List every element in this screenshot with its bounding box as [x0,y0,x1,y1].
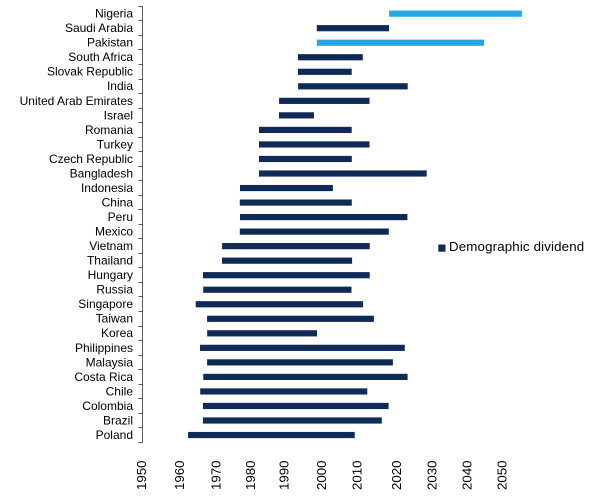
svg-text:Nigeria: Nigeria [95,7,133,21]
svg-text:Philippines: Philippines [75,341,133,355]
svg-text:2000: 2000 [314,460,329,490]
svg-text:Colombia: Colombia [82,399,133,413]
svg-text:Korea: Korea [101,326,133,340]
svg-text:Costa Rica: Costa Rica [74,370,133,384]
svg-text:Brazil: Brazil [103,413,133,427]
svg-text:Israel: Israel [104,108,133,122]
svg-text:2010: 2010 [349,460,364,490]
svg-text:2040: 2040 [459,460,474,490]
svg-text:Demographic dividend: Demographic dividend [449,239,584,254]
svg-text:Taiwan: Taiwan [96,312,133,326]
svg-text:Chile: Chile [106,384,134,398]
svg-text:Mexico: Mexico [95,225,133,239]
svg-text:1960: 1960 [172,460,187,490]
svg-text:Malaysia: Malaysia [86,355,134,369]
svg-text:China: China [102,195,134,209]
svg-text:India: India [107,79,133,93]
svg-text:Poland: Poland [96,428,133,442]
svg-text:1980: 1980 [243,460,258,490]
svg-text:Romania: Romania [85,123,133,137]
svg-text:Turkey: Turkey [97,137,133,151]
svg-text:United Arab Emirates: United Arab Emirates [20,94,133,108]
svg-text:Slovak Republic: Slovak Republic [47,65,133,79]
svg-text:Vietnam: Vietnam [89,239,133,253]
svg-text:2020: 2020 [389,460,404,490]
svg-text:Hungary: Hungary [88,268,133,282]
svg-text:Peru: Peru [108,210,133,224]
svg-text:Czech Republic: Czech Republic [49,152,133,166]
svg-text:Saudi Arabia: Saudi Arabia [65,21,133,35]
svg-text:South Africa: South Africa [68,50,133,64]
svg-text:1950: 1950 [134,460,149,490]
svg-text:Bangladesh: Bangladesh [70,166,133,180]
svg-text:2030: 2030 [424,460,439,490]
svg-text:Indonesia: Indonesia [81,181,133,195]
svg-text:Thailand: Thailand [87,254,133,268]
svg-text:Pakistan: Pakistan [87,36,133,50]
svg-text:1970: 1970 [209,460,224,490]
svg-text:2050: 2050 [495,460,510,490]
svg-text:Russia: Russia [96,283,133,297]
svg-text:Singapore: Singapore [78,297,133,311]
svg-text:1990: 1990 [277,460,292,490]
